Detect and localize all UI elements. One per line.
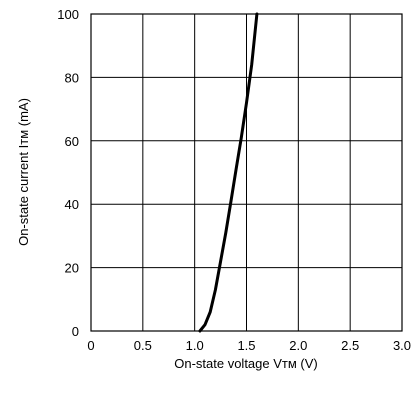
x-axis-label: On-state voltage Vᴛᴍ (V) bbox=[174, 356, 318, 371]
y-tick-label: 20 bbox=[65, 261, 79, 276]
y-axis-label: On-state current Iᴛᴍ (mA) bbox=[16, 98, 31, 246]
x-tick-label: 3.0 bbox=[393, 338, 411, 353]
grid bbox=[91, 14, 402, 331]
series-line bbox=[198, 12, 259, 333]
x-tick-label: 0 bbox=[87, 338, 94, 353]
y-tick-label: 100 bbox=[57, 7, 79, 22]
x-tick-label: 2.5 bbox=[341, 338, 359, 353]
y-tick-label: 80 bbox=[65, 70, 79, 85]
x-tick-label: 1.5 bbox=[237, 338, 255, 353]
plot-frame bbox=[90, 13, 403, 332]
x-tick-label: 1.0 bbox=[186, 338, 204, 353]
x-tick-label: 2.0 bbox=[289, 338, 307, 353]
series-layer bbox=[198, 12, 259, 333]
y-tick-labels: 0 20 40 60 80 100 bbox=[57, 7, 79, 339]
y-tick-label: 60 bbox=[65, 134, 79, 149]
y-tick-label: 0 bbox=[72, 324, 79, 339]
x-tick-label: 0.5 bbox=[134, 338, 152, 353]
x-tick-labels: 0 0.5 1.0 1.5 2.0 2.5 3.0 bbox=[87, 338, 411, 353]
y-tick-label: 40 bbox=[65, 197, 79, 212]
